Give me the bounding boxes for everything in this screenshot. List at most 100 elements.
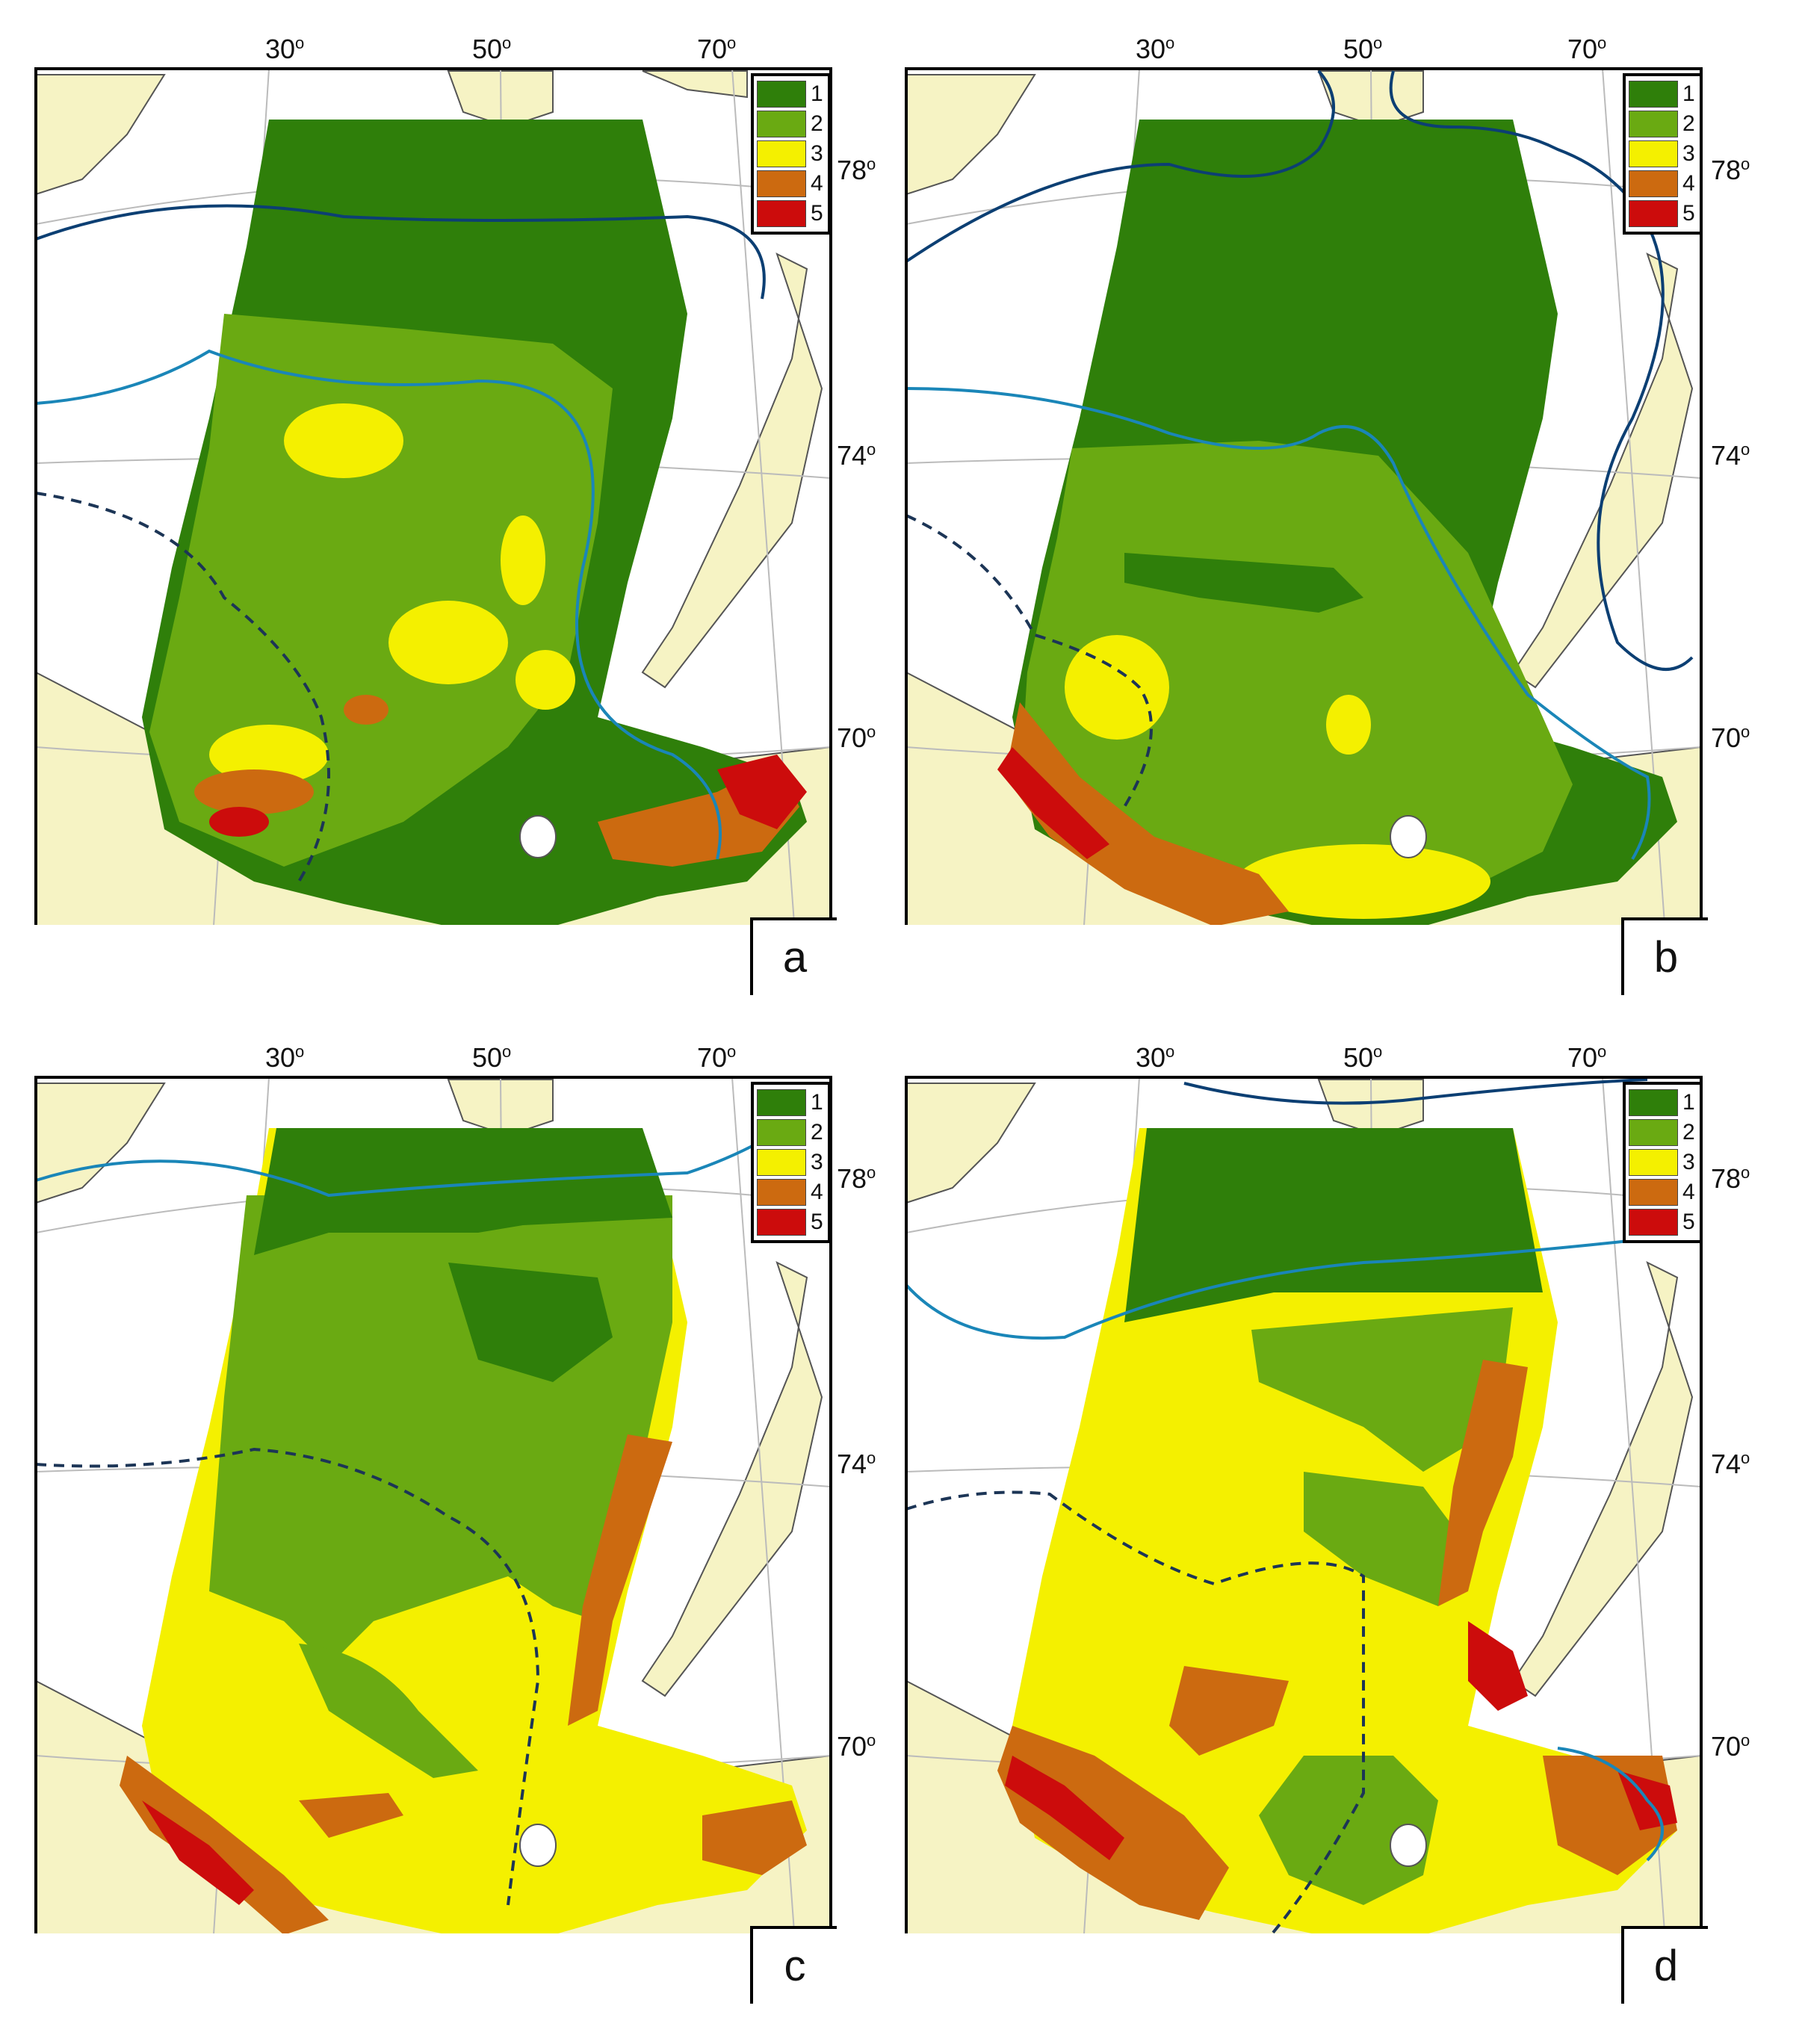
lat-label-78-d: 78o <box>1711 1163 1750 1194</box>
legend-label-5: 5 <box>811 1210 823 1234</box>
lat-label-74-b: 74o <box>1711 440 1750 471</box>
legend-swatch-5 <box>1629 200 1678 227</box>
legend-row-5: 5 <box>757 199 823 229</box>
map-panel-a <box>30 0 835 925</box>
legend-swatch-5 <box>757 1209 806 1236</box>
legend-c: 1 2 3 4 5 <box>751 1082 831 1243</box>
lon-label-50-b: 50o <box>1343 34 1383 64</box>
lat-label-78-c: 78o <box>837 1163 876 1194</box>
legend-label-4: 4 <box>1682 1180 1695 1204</box>
lat-label-74-a: 74o <box>837 440 876 471</box>
lon-label-50-c: 50o <box>472 1042 512 1073</box>
map-b <box>905 67 1703 925</box>
legend-swatch-2 <box>1629 1119 1678 1146</box>
map-c <box>34 1076 832 1933</box>
legend-label-1: 1 <box>811 81 823 106</box>
legend-label-1: 1 <box>811 1090 823 1115</box>
legend-row-1: 1 <box>1629 1088 1695 1118</box>
legend-swatch-3 <box>757 140 806 167</box>
legend-row-5: 5 <box>757 1207 823 1237</box>
lon-label-30-c: 30o <box>265 1042 305 1073</box>
lat-label-70-a: 70o <box>837 722 876 753</box>
legend-row-3: 3 <box>757 1148 823 1177</box>
panel-letter-d: d <box>1621 1926 1708 2004</box>
map-panel-d <box>900 1009 1706 1933</box>
legend-label-5: 5 <box>1682 201 1695 226</box>
legend-label-2: 2 <box>1682 111 1695 136</box>
legend-row-3: 3 <box>1629 1148 1695 1177</box>
lat-label-78-a: 78o <box>837 155 876 185</box>
legend-swatch-4 <box>1629 170 1678 197</box>
lon-label-70-a: 70o <box>697 34 737 64</box>
legend-row-3: 3 <box>1629 139 1695 169</box>
lat-label-74-d: 74o <box>1711 1449 1750 1479</box>
legend-row-2: 2 <box>1629 109 1695 139</box>
legend-label-5: 5 <box>811 201 823 226</box>
legend-swatch-2 <box>757 1119 806 1146</box>
legend-label-4: 4 <box>1682 171 1695 196</box>
legend-row-5: 5 <box>1629 1207 1695 1237</box>
legend-row-1: 1 <box>1629 79 1695 109</box>
lon-label-50-a: 50o <box>472 34 512 64</box>
lat-label-70-d: 70o <box>1711 1731 1750 1762</box>
panel-letter-c: c <box>750 1926 837 2004</box>
legend-row-4: 4 <box>757 169 823 199</box>
panel-letter-a: a <box>750 917 837 995</box>
legend-d: 1 2 3 4 5 <box>1623 1082 1703 1243</box>
legend-label-2: 2 <box>1682 1120 1695 1145</box>
legend-swatch-2 <box>757 111 806 137</box>
lat-label-78-b: 78o <box>1711 155 1750 185</box>
legend-swatch-1 <box>757 1089 806 1116</box>
legend-swatch-1 <box>1629 1089 1678 1116</box>
map-panel-b <box>900 0 1706 925</box>
legend-swatch-5 <box>757 200 806 227</box>
legend-label-3: 3 <box>811 141 823 166</box>
legend-row-4: 4 <box>1629 1177 1695 1207</box>
map-a <box>34 67 832 925</box>
legend-swatch-4 <box>1629 1179 1678 1206</box>
lon-label-70-b: 70o <box>1567 34 1607 64</box>
legend-row-2: 2 <box>757 1118 823 1148</box>
legend-swatch-1 <box>757 81 806 108</box>
legend-label-3: 3 <box>811 1150 823 1174</box>
legend-swatch-3 <box>757 1149 806 1176</box>
lat-label-70-c: 70o <box>837 1731 876 1762</box>
lat-label-74-c: 74o <box>837 1449 876 1479</box>
legend-label-2: 2 <box>811 111 823 136</box>
lat-label-70-b: 70o <box>1711 722 1750 753</box>
map-d <box>905 1076 1703 1933</box>
legend-row-1: 1 <box>757 1088 823 1118</box>
legend-row-4: 4 <box>1629 169 1695 199</box>
legend-label-1: 1 <box>1682 1090 1695 1115</box>
legend-swatch-3 <box>1629 1149 1678 1176</box>
legend-swatch-4 <box>757 170 806 197</box>
legend-row-5: 5 <box>1629 199 1695 229</box>
legend-swatch-2 <box>1629 111 1678 137</box>
legend-label-5: 5 <box>1682 1210 1695 1234</box>
legend-row-3: 3 <box>757 139 823 169</box>
legend-a: 1 2 3 4 5 <box>751 73 831 235</box>
lon-label-30-d: 30o <box>1136 1042 1175 1073</box>
legend-label-2: 2 <box>811 1120 823 1145</box>
lon-label-50-d: 50o <box>1343 1042 1383 1073</box>
lon-label-30-a: 30o <box>265 34 305 64</box>
legend-label-3: 3 <box>1682 1150 1695 1174</box>
legend-swatch-3 <box>1629 140 1678 167</box>
legend-row-2: 2 <box>757 109 823 139</box>
map-panel-c <box>30 1009 835 1933</box>
legend-label-4: 4 <box>811 1180 823 1204</box>
legend-swatch-5 <box>1629 1209 1678 1236</box>
legend-label-4: 4 <box>811 171 823 196</box>
lon-label-70-c: 70o <box>697 1042 737 1073</box>
legend-row-1: 1 <box>757 79 823 109</box>
legend-label-3: 3 <box>1682 141 1695 166</box>
legend-label-1: 1 <box>1682 81 1695 106</box>
legend-swatch-4 <box>757 1179 806 1206</box>
panel-letter-b: b <box>1621 917 1708 995</box>
lon-label-30-b: 30o <box>1136 34 1175 64</box>
legend-row-2: 2 <box>1629 1118 1695 1148</box>
lon-label-70-d: 70o <box>1567 1042 1607 1073</box>
legend-row-4: 4 <box>757 1177 823 1207</box>
legend-b: 1 2 3 4 5 <box>1623 73 1703 235</box>
legend-swatch-1 <box>1629 81 1678 108</box>
